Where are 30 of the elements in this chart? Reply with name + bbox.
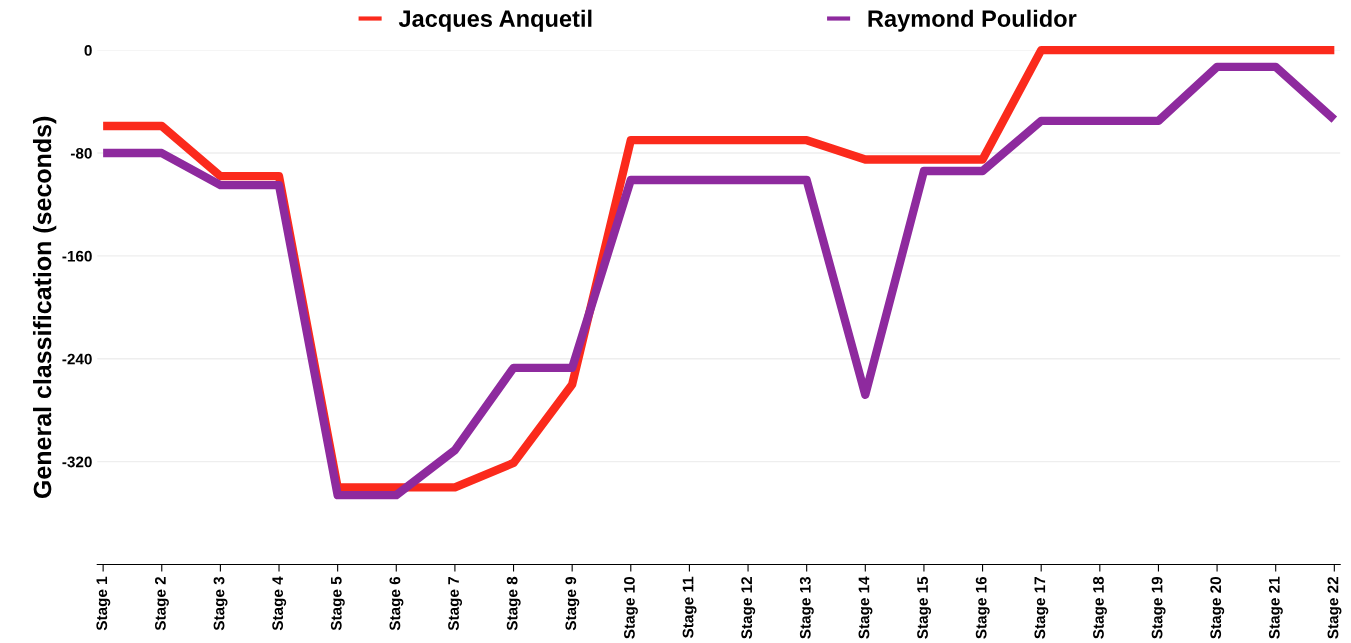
- x-tick-label: Stage 13: [799, 576, 814, 639]
- x-tick-label: Stage 9: [565, 576, 580, 631]
- legend-label: Jacques Anquetil: [398, 9, 592, 32]
- x-tick-label: Stage 16: [975, 576, 990, 639]
- x-tick-label: Stage 12: [741, 576, 756, 639]
- x-tick-label: Stage 8: [506, 576, 521, 631]
- y-tick-label: -80: [70, 147, 92, 159]
- x-tick-label: Stage 21: [1268, 576, 1283, 639]
- x-tick-label: Stage 17: [1034, 577, 1049, 639]
- x-tick-label: Stage 5: [330, 576, 345, 631]
- x-tick-label: Stage 19: [1151, 576, 1166, 639]
- x-tick-label: Stage 6: [389, 576, 404, 631]
- x-tick-label: Stage 18: [1093, 576, 1107, 639]
- y-tick-label: 0: [84, 45, 92, 56]
- x-tick-label: Stage 1: [96, 576, 111, 631]
- x-tick-label: Stage 11: [682, 576, 697, 638]
- y-tick-label: -240: [62, 353, 92, 365]
- x-tick-label: Stage 20: [1210, 576, 1225, 639]
- legend-label: Raymond Poulidor: [868, 9, 1077, 32]
- x-tick-label: Stage 10: [624, 576, 638, 639]
- y-tick-label: -320: [62, 456, 92, 468]
- x-tick-label: Stage 4: [272, 576, 287, 631]
- x-tick-label: Stage 3: [213, 576, 228, 631]
- x-tick-label: Stage 15: [917, 576, 932, 639]
- x-tick-label: Stage 7: [448, 577, 463, 631]
- x-tick-label: Stage 14: [858, 576, 873, 639]
- y-axis-title: General classification (seconds): [32, 116, 57, 499]
- y-tick-label: -160: [62, 250, 92, 262]
- x-tick-label: Stage 2: [154, 576, 169, 631]
- x-tick-label: Stage 22: [1327, 576, 1342, 639]
